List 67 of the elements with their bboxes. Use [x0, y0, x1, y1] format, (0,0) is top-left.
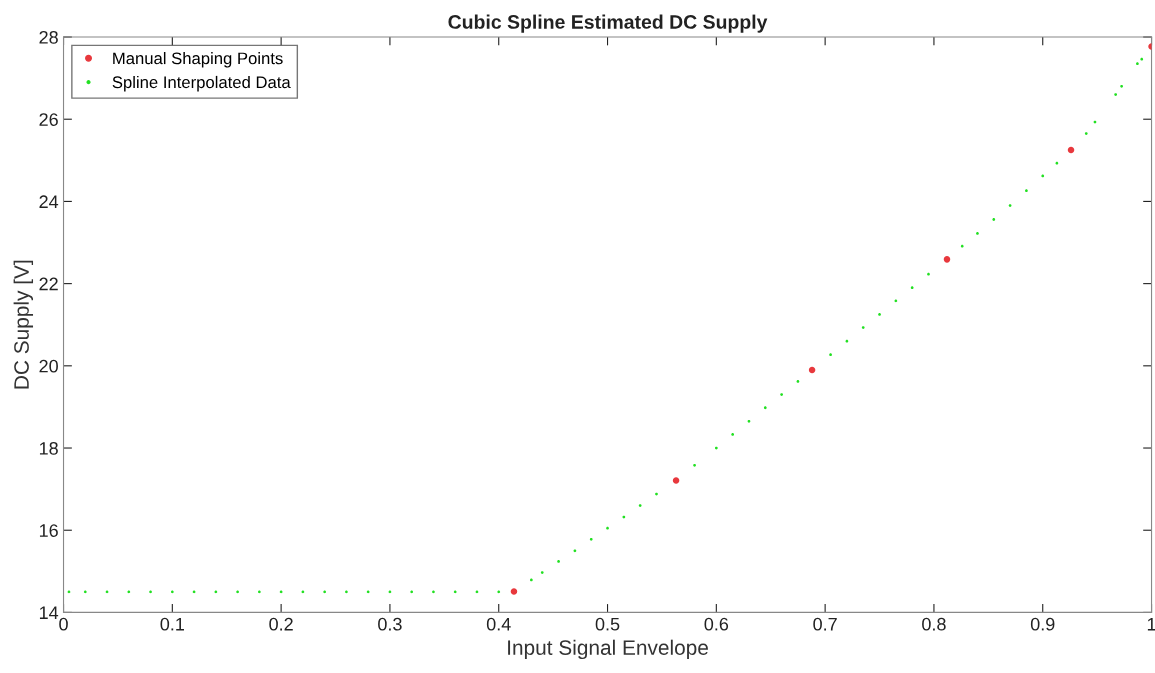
x-tick-label: 0.7	[813, 617, 837, 631]
point	[236, 590, 239, 594]
point	[589, 537, 593, 541]
point	[943, 256, 951, 263]
point	[1114, 93, 1118, 96]
point	[927, 272, 930, 276]
point	[540, 571, 544, 574]
x-tick-label: 0.8	[922, 617, 946, 631]
point	[557, 560, 560, 563]
point	[878, 313, 881, 316]
x-tick-label: 0.1	[160, 617, 184, 631]
chart-title: Cubic Spline Estimated DC Supply	[448, 14, 768, 33]
point	[960, 244, 964, 248]
point	[1140, 57, 1144, 61]
point	[1041, 174, 1045, 178]
point	[910, 286, 914, 290]
point	[693, 463, 696, 467]
y-tick-label: 20	[39, 359, 58, 373]
y-tick-label: 24	[39, 195, 59, 208]
point	[323, 590, 327, 594]
point	[763, 406, 767, 410]
point	[345, 590, 348, 594]
point	[638, 504, 642, 507]
y-axis-title: DC Supply [V]	[13, 260, 34, 389]
y-tick-label: 28	[39, 30, 58, 44]
y-tick-label: 26	[39, 113, 58, 126]
x-tick-label: 0.4	[486, 617, 511, 631]
point	[861, 326, 865, 329]
point	[747, 419, 751, 423]
point	[1008, 204, 1012, 207]
x-tick-label: 0	[59, 617, 68, 631]
point	[992, 218, 996, 221]
legend-label: Manual Shaping Points	[113, 52, 283, 68]
point	[1084, 132, 1088, 135]
x-tick-label: 0.5	[595, 617, 620, 631]
point	[1067, 146, 1075, 154]
y-tick-label: 22	[39, 277, 58, 291]
point	[257, 590, 261, 594]
x-tick-label: 0.9	[1030, 617, 1055, 631]
y-tick-label: 14	[39, 606, 59, 619]
point	[529, 578, 533, 582]
point	[731, 433, 735, 436]
point	[1025, 189, 1028, 193]
point	[672, 477, 680, 484]
point	[780, 393, 783, 396]
y-tick-label: 18	[39, 441, 58, 455]
point	[714, 446, 718, 450]
point	[606, 526, 609, 530]
point	[432, 590, 435, 594]
point	[655, 492, 658, 496]
point	[829, 353, 832, 357]
legend-label: Spline Interpolated Data	[112, 75, 291, 92]
point	[976, 232, 979, 235]
point	[149, 590, 152, 594]
point	[510, 588, 518, 595]
point	[1120, 84, 1123, 88]
point	[808, 366, 816, 374]
x-tick-label: 0.6	[704, 617, 729, 631]
x-axis-title: Input Signal Envelope	[508, 639, 708, 660]
point	[796, 380, 800, 383]
point	[1136, 62, 1139, 66]
x-tick-label: 0.3	[378, 617, 402, 631]
point	[170, 590, 174, 594]
y-tick-label: 16	[39, 524, 58, 537]
point	[410, 590, 414, 594]
x-tick-label: 1	[1147, 617, 1155, 631]
x-tick-label: 0.2	[269, 617, 293, 631]
